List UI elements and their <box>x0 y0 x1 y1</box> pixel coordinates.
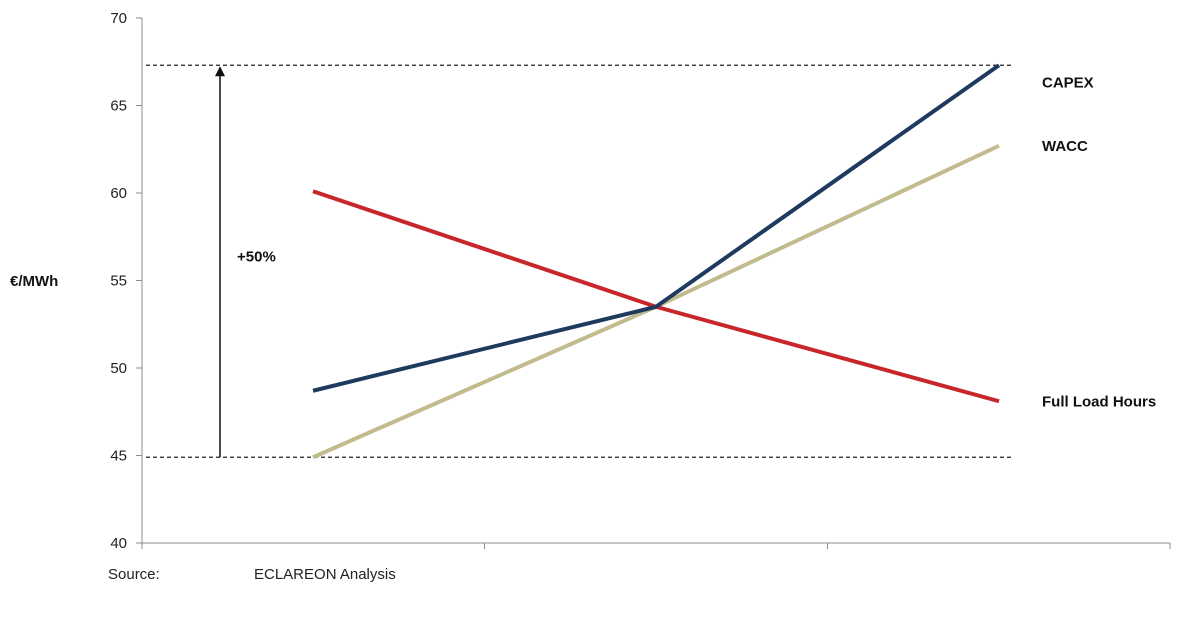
source-note: Source: ECLAREON Analysis <box>108 566 396 583</box>
y-tick-label: 55 <box>110 273 127 290</box>
series-line-full-load-hours <box>312 189 1000 404</box>
chart: 40455055606570Low CaseBase CaseHigh Case… <box>10 10 1171 552</box>
y-axis-title: €/MWh <box>10 273 58 290</box>
annotation-label: +50% <box>237 249 276 266</box>
series-line-capex <box>312 63 1001 393</box>
series-line-wacc <box>312 143 1000 460</box>
y-tick-label: 70 <box>110 10 127 27</box>
source-label: Source: <box>108 566 160 583</box>
series-label-capex: CAPEX <box>1042 74 1094 91</box>
y-tick-label: 65 <box>110 98 127 115</box>
y-tick-label: 50 <box>110 360 127 377</box>
source-value: ECLAREON Analysis <box>254 566 396 583</box>
annotation-arrow-head <box>215 66 225 77</box>
y-tick-label: 45 <box>110 448 127 465</box>
y-tick-label: 60 <box>110 185 127 202</box>
series-label-full-load-hours: Full Load Hours <box>1042 393 1156 410</box>
y-tick-label: 40 <box>110 535 127 552</box>
series-label-wacc: WACC <box>1042 138 1088 155</box>
